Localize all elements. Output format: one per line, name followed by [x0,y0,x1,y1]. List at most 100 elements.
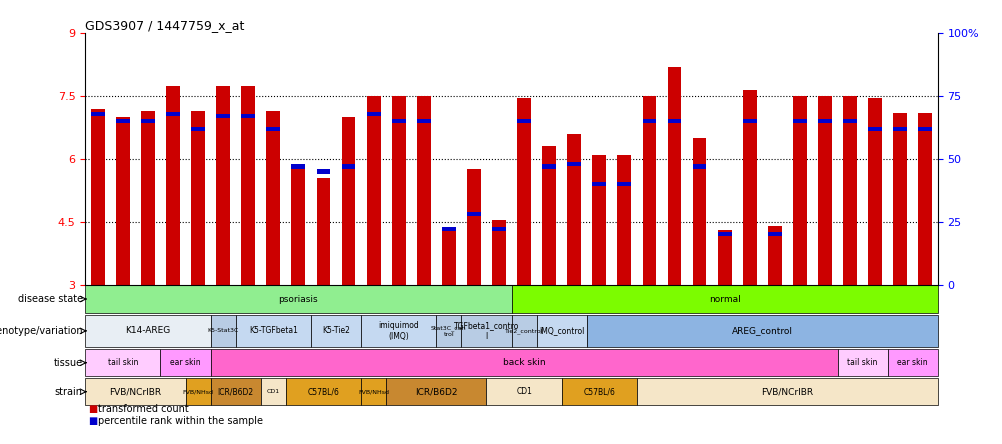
Bar [868,127,881,131]
Bar [442,228,455,285]
Bar [241,86,255,285]
Bar [893,127,906,131]
Text: tail skin: tail skin [107,358,138,367]
Bar [292,164,305,169]
Text: FVB/NCrIBR: FVB/NCrIBR [761,387,813,396]
Text: FVB/NCrIBR: FVB/NCrIBR [109,387,161,396]
Text: K5-Tie2: K5-Tie2 [322,326,350,335]
Text: transformed count: transformed count [98,404,188,414]
Bar [536,314,586,347]
Bar [818,96,831,285]
Bar [542,147,555,285]
Text: genotype/variation: genotype/variation [0,326,82,336]
Bar [843,119,856,123]
Bar [511,314,536,347]
Bar [818,119,831,123]
Bar [317,169,330,174]
Bar [261,378,286,405]
Bar [742,119,756,123]
Bar [386,378,486,405]
Bar [191,111,204,285]
Bar [185,378,210,405]
Bar [116,119,129,123]
Text: K5-TGFbeta1: K5-TGFbeta1 [248,326,298,335]
Bar [91,109,104,285]
Bar [636,378,937,405]
Text: TGFbeta1_contro
l: TGFbeta1_contro l [453,321,519,341]
Bar [210,378,261,405]
Bar [85,378,185,405]
Text: normal: normal [708,294,739,304]
Bar [486,378,561,405]
Bar [561,378,636,405]
Bar [267,127,280,131]
Bar [436,314,461,347]
Bar [517,119,530,123]
Bar [342,117,355,285]
Text: ear skin: ear skin [897,358,927,367]
Text: psoriasis: psoriasis [279,294,318,304]
Bar [191,127,204,131]
Text: ■: ■ [88,416,97,426]
Text: strain: strain [55,387,82,397]
Text: AREG_control: AREG_control [731,326,792,335]
Text: back skin: back skin [502,358,545,367]
Bar [317,178,330,285]
Bar [166,86,179,285]
Bar [166,111,179,116]
Text: ICR/B6D2: ICR/B6D2 [415,387,457,396]
Bar [367,96,380,285]
Bar [517,98,530,285]
Bar [85,285,511,313]
Text: C57BL/6: C57BL/6 [583,387,614,396]
Bar [768,232,781,236]
Bar [492,227,505,231]
Bar [617,182,630,186]
Bar [116,117,129,285]
Text: ■: ■ [88,404,97,414]
Bar [267,111,280,285]
Bar [717,232,730,236]
Bar [511,285,937,313]
Text: CD1: CD1 [516,387,531,396]
Bar [417,119,430,123]
Bar [918,127,931,131]
Bar [667,67,680,285]
Bar [216,114,229,118]
Bar [887,349,937,377]
Text: Stat3C_con
trol: Stat3C_con trol [431,325,466,337]
Text: C57BL/6: C57BL/6 [308,387,339,396]
Bar [235,314,311,347]
Bar [392,119,405,123]
Bar [837,349,887,377]
Bar [141,111,154,285]
Bar [717,230,730,285]
Bar [392,96,405,285]
Bar [210,314,235,347]
Text: FVB/NHsd: FVB/NHsd [182,389,213,394]
Bar [216,86,229,285]
Text: K5-Stat3C: K5-Stat3C [207,329,238,333]
Text: ICR/B6D2: ICR/B6D2 [217,387,254,396]
Bar [742,90,756,285]
Bar [667,119,680,123]
Bar [893,113,906,285]
Bar [141,119,154,123]
Bar [417,96,430,285]
Bar [793,96,806,285]
Bar [768,226,781,285]
Text: IMQ_control: IMQ_control [538,326,584,335]
Bar [311,314,361,347]
Bar [592,155,605,285]
Bar [793,119,806,123]
Bar [160,349,210,377]
Bar [286,378,361,405]
Bar [292,165,305,285]
Bar [692,138,705,285]
Bar [241,114,255,118]
Text: tail skin: tail skin [847,358,877,367]
Bar [361,314,436,347]
Bar [642,119,655,123]
Bar [542,164,555,169]
Bar [367,111,380,116]
